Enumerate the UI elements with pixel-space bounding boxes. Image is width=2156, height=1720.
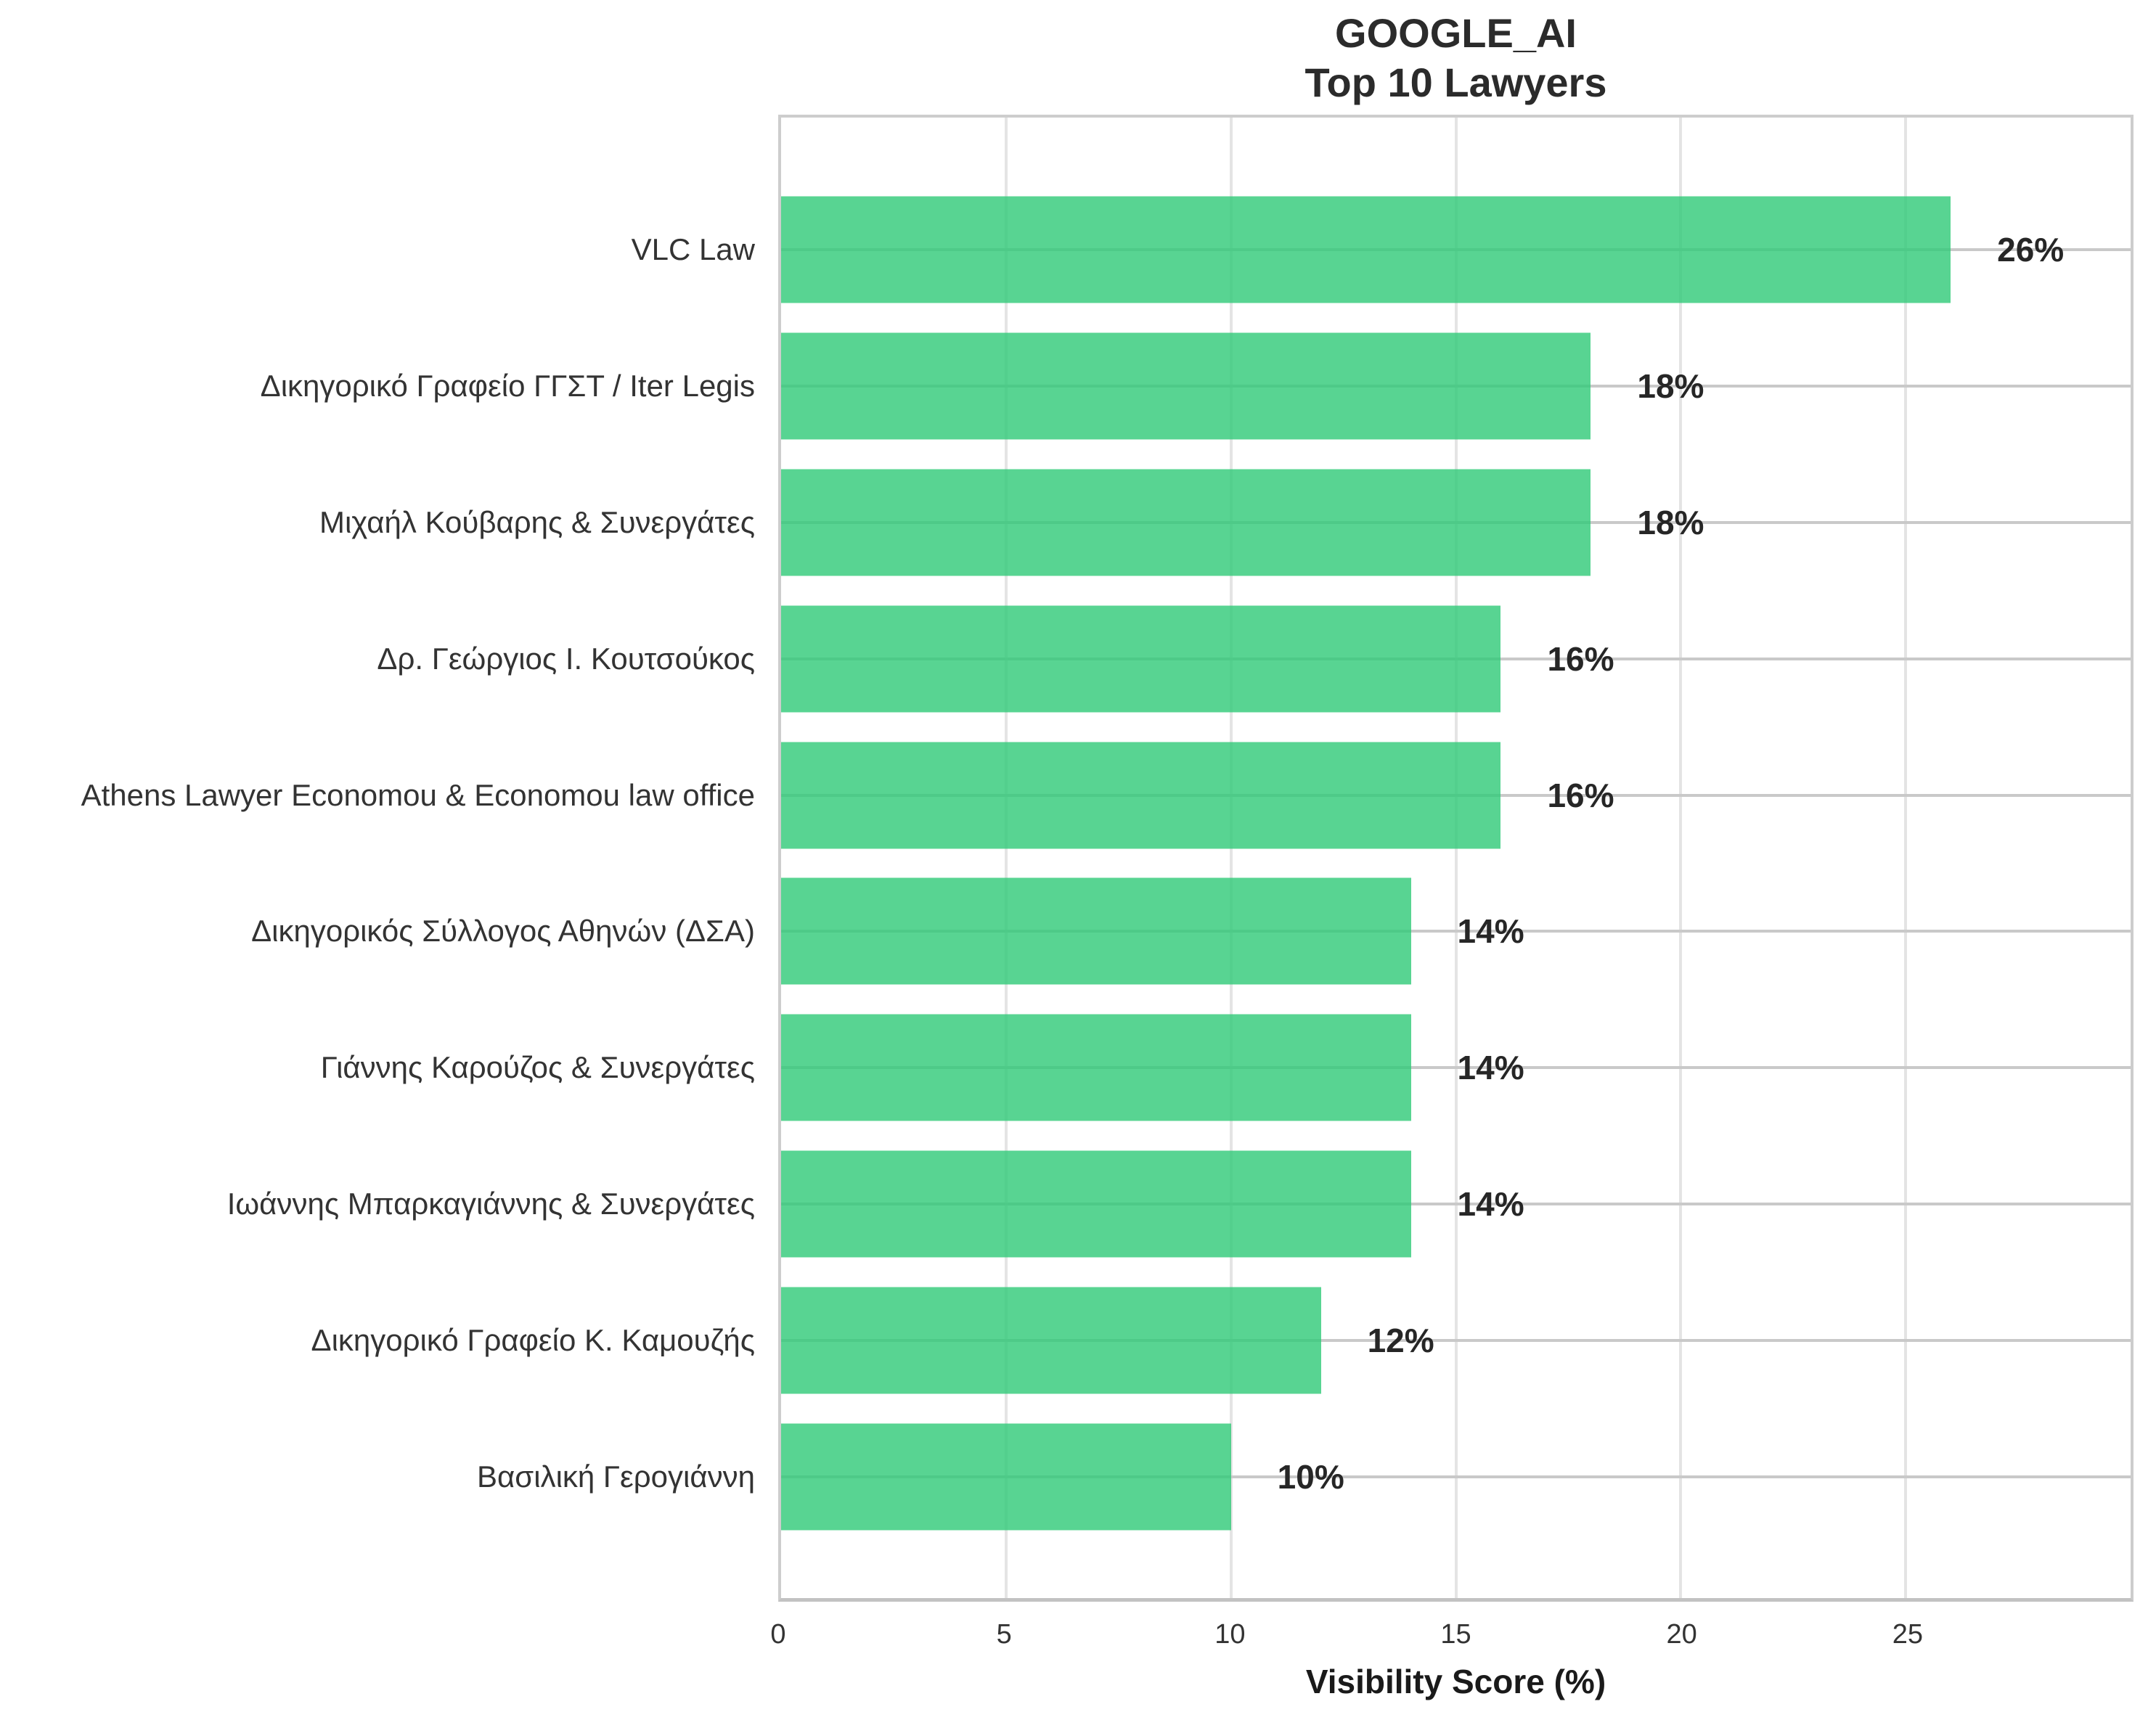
bar-row: VLC Law 26% xyxy=(632,181,2131,318)
value-label: 18% xyxy=(1637,366,1704,405)
bar xyxy=(781,1014,1411,1121)
bar-rows: VLC Law 26% Δικηγορικό Γραφείο ΓΓΣΤ / Iter… xyxy=(81,118,2131,1598)
bar xyxy=(781,332,1591,440)
bar xyxy=(781,196,1951,303)
v-gridline xyxy=(1454,118,1458,1598)
value-label: 26% xyxy=(1997,230,2065,269)
bar xyxy=(781,605,1501,713)
h-gridline xyxy=(781,1339,2131,1343)
bar xyxy=(781,1287,1321,1394)
category-label: Γιάννης Καρούζος & Συνεργάτες xyxy=(320,1050,755,1085)
bar-row: Δικηγορικός Σύλλογος Αθηνών (ΔΣΑ) 14% xyxy=(251,864,2131,1000)
bar xyxy=(781,877,1411,985)
v-gridline xyxy=(1679,118,1683,1598)
x-tick-label: 5 xyxy=(996,1619,1012,1650)
value-label: 16% xyxy=(1547,776,1614,814)
category-label: Δρ. Γεώργιος Ι. Κουτσούκος xyxy=(377,641,755,676)
value-label: 14% xyxy=(1457,1049,1524,1087)
x-axis-ticks: 0 5 10 15 20 25 xyxy=(770,1619,2133,1657)
bar-row: Βασιλική Γερογιάννη 10% xyxy=(477,1409,2131,1545)
bar xyxy=(781,742,1501,849)
v-gridline xyxy=(1004,118,1008,1598)
v-gridline xyxy=(1229,118,1233,1598)
plot-area: VLC Law 26% Δικηγορικό Γραφείο ΓΓΣΤ / Iter… xyxy=(81,115,2133,1602)
x-axis-label: Visibility Score (%) xyxy=(1305,1663,1606,1700)
x-tick-label: 10 xyxy=(1214,1619,1246,1650)
bar-row: Γιάννης Καρούζος & Συνεργάτες 14% xyxy=(321,999,2131,1136)
value-label: 18% xyxy=(1637,503,1704,541)
bar-row: Ιωάννης Μπαρκαγιάννης & Συνεργάτες 14% xyxy=(227,1136,2131,1272)
value-label: 14% xyxy=(1457,1185,1524,1224)
category-label: Ιωάννης Μπαρκαγιάννης & Συνεργάτες xyxy=(226,1187,755,1221)
h-gridline xyxy=(781,930,2131,933)
chart-subtitle: Top 10 Lawyers xyxy=(1304,60,1607,106)
bar-row: Δικηγορικό Γραφείο ΓΓΣΤ / Iter Legis 18% xyxy=(261,318,2131,454)
value-label: 16% xyxy=(1547,639,1614,678)
x-tick-label: 20 xyxy=(1666,1619,1697,1650)
category-label: Δικηγορικό Γραφείο ΓΓΣΤ / Iter Legis xyxy=(260,368,755,403)
category-label: Δικηγορικό Γραφείο Κ. Καμουζής xyxy=(311,1323,755,1358)
category-label: Βασιλική Γερογιάννη xyxy=(477,1459,755,1494)
h-gridline xyxy=(781,1066,2131,1070)
value-label: 14% xyxy=(1457,912,1524,951)
category-label: Μιχαήλ Κούβαρης & Συνεργάτες xyxy=(319,504,755,539)
x-tick-label: 25 xyxy=(1892,1619,1923,1650)
category-label: Athens Lawyer Economou & Economou law of… xyxy=(81,777,755,812)
chart-title-block: GOOGLE_AI Top 10 Lawyers xyxy=(778,9,2133,108)
category-label: VLC Law xyxy=(631,232,755,266)
h-gridline xyxy=(781,1203,2131,1206)
bar-row: Athens Lawyer Economou & Economou law of… xyxy=(81,727,2131,864)
bar xyxy=(781,1423,1231,1531)
bar-row: Δικηγορικό Γραφείο Κ. Καμουζής 12% xyxy=(311,1272,2131,1409)
x-tick-label: 15 xyxy=(1440,1619,1471,1650)
v-gridline xyxy=(1904,118,1908,1598)
value-label: 10% xyxy=(1277,1458,1344,1496)
category-label: Δικηγορικός Σύλλογος Αθηνών (ΔΣΑ) xyxy=(251,914,755,949)
bar-row: Δρ. Γεώργιος Ι. Κουτσούκος 16% xyxy=(377,591,2131,727)
bar xyxy=(781,1150,1411,1258)
bar xyxy=(781,469,1591,576)
h-gridline xyxy=(781,1475,2131,1479)
x-tick-label: 0 xyxy=(770,1619,786,1650)
bar-row: Μιχαήλ Κούβαρης & Συνεργάτες 18% xyxy=(319,454,2131,591)
chart-title: GOOGLE_AI xyxy=(1335,10,1577,56)
value-label: 12% xyxy=(1367,1322,1434,1360)
